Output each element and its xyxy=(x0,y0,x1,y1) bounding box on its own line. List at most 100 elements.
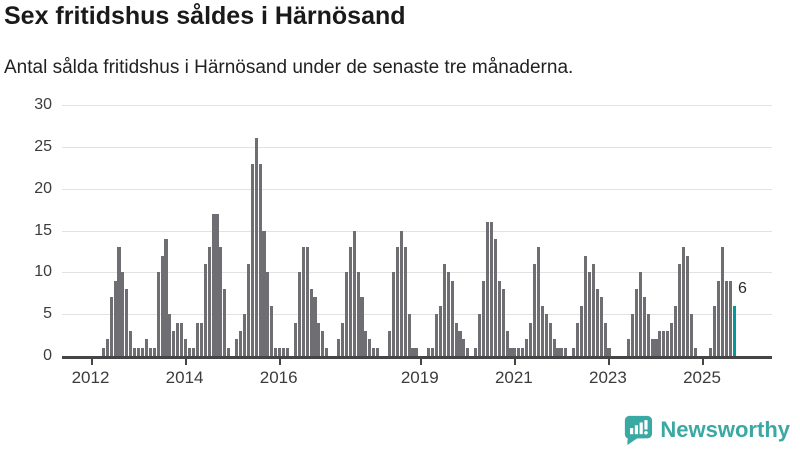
y-axis-tick-label: 30 xyxy=(34,96,52,113)
bar xyxy=(627,339,631,356)
bar xyxy=(305,247,309,356)
bar xyxy=(497,280,501,356)
bar xyxy=(344,272,348,356)
bar xyxy=(474,347,478,356)
bar xyxy=(532,263,537,356)
bar xyxy=(254,138,258,356)
bar xyxy=(587,272,591,356)
bar xyxy=(450,280,454,356)
bar xyxy=(599,297,603,356)
bar xyxy=(536,247,540,356)
chart-title: Sex fritidshus såldes i Härnösand xyxy=(4,2,406,30)
gridline xyxy=(62,146,772,148)
bar xyxy=(580,305,584,356)
y-axis-tick-label: 0 xyxy=(43,347,52,364)
bar xyxy=(238,330,243,356)
bar xyxy=(152,347,156,356)
bar xyxy=(482,280,486,356)
bar xyxy=(427,347,431,356)
bar xyxy=(552,339,556,356)
bar xyxy=(544,314,548,356)
bar xyxy=(466,347,470,356)
bar xyxy=(387,330,391,356)
bar xyxy=(270,305,274,356)
bar xyxy=(485,222,489,356)
bar xyxy=(376,347,380,356)
bar xyxy=(207,247,211,356)
bar xyxy=(591,263,595,356)
bar xyxy=(348,247,352,356)
bar xyxy=(564,347,568,356)
bar xyxy=(509,347,513,356)
bar xyxy=(595,289,599,356)
bar xyxy=(391,272,395,356)
bar xyxy=(368,339,372,356)
bar xyxy=(395,247,399,356)
x-axis-tick xyxy=(278,359,281,365)
bar xyxy=(286,347,290,356)
bar xyxy=(215,213,219,356)
bar xyxy=(340,322,344,356)
bar xyxy=(109,297,113,356)
bar xyxy=(709,347,713,356)
bar xyxy=(399,230,403,356)
x-axis-tick xyxy=(607,359,610,365)
bar xyxy=(732,305,736,356)
bar xyxy=(681,247,685,356)
bar xyxy=(125,289,129,356)
bar xyxy=(242,314,246,356)
bar xyxy=(129,330,133,356)
bar xyxy=(121,272,125,356)
x-axis-tick-label: 2019 xyxy=(400,368,439,387)
x-axis-line xyxy=(62,356,772,359)
bar xyxy=(188,347,192,356)
bar xyxy=(250,163,254,356)
bar xyxy=(434,314,439,356)
bar xyxy=(717,280,721,356)
bar xyxy=(301,247,305,356)
y-axis-tick-label: 20 xyxy=(34,179,52,197)
bar xyxy=(411,347,415,356)
newsworthy-logo: Newsworthy xyxy=(623,414,790,445)
bar xyxy=(513,347,517,356)
bar xyxy=(728,280,733,356)
bar xyxy=(560,347,564,356)
x-axis-tick-label: 2014 xyxy=(165,368,204,387)
bar xyxy=(203,263,207,356)
bar xyxy=(670,322,674,356)
bar-chart: 6 0 5 10 15 20 25 30 2012 2014 2016 2019 2021 2023 20… xyxy=(34,96,772,387)
bar xyxy=(654,339,658,356)
bar xyxy=(317,322,321,356)
bar xyxy=(352,230,356,356)
bar xyxy=(199,322,203,356)
bar xyxy=(360,297,364,356)
bar xyxy=(274,347,278,356)
bar xyxy=(172,330,176,356)
bar xyxy=(144,339,148,356)
y-axis-tick-label: 25 xyxy=(34,137,52,155)
bar xyxy=(521,347,525,356)
x-axis-tick xyxy=(419,359,422,365)
x-axis-tick xyxy=(184,359,187,365)
bar xyxy=(454,322,458,356)
bar xyxy=(607,347,611,356)
x-axis-tick-label: 2021 xyxy=(494,368,533,387)
bar xyxy=(525,339,529,356)
bar xyxy=(725,280,729,356)
bar xyxy=(572,347,576,356)
bar xyxy=(297,272,301,356)
y-axis-tick-label: 5 xyxy=(43,305,52,323)
y-axis-tick-label: 10 xyxy=(34,263,52,281)
bar xyxy=(223,289,227,356)
bar xyxy=(195,322,199,356)
bar xyxy=(184,339,188,356)
bar xyxy=(113,280,117,356)
bar xyxy=(634,289,638,356)
bar xyxy=(262,230,266,356)
bar xyxy=(462,339,466,356)
bar xyxy=(685,255,689,356)
gridline xyxy=(62,314,772,316)
bar xyxy=(548,322,552,356)
bar xyxy=(642,297,646,356)
